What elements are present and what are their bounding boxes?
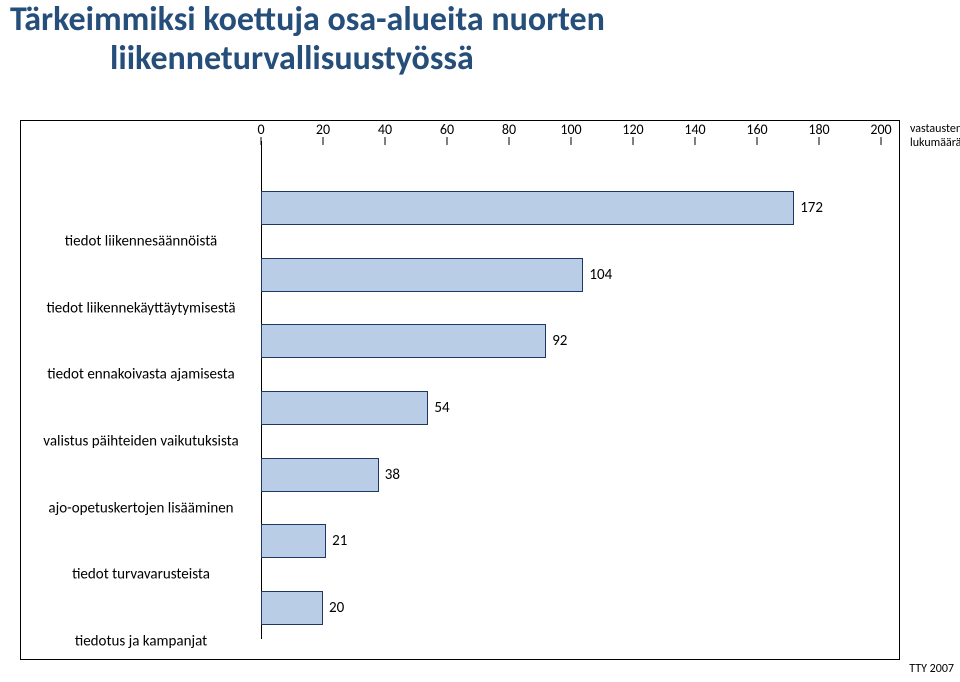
category-label: tiedot ennakoivasta ajamisesta bbox=[31, 367, 251, 384]
x-tick-mark bbox=[633, 137, 634, 145]
chart-frame: tiedot liikennesäännöistä tiedot liikenne… bbox=[20, 120, 900, 660]
x-tick-mark bbox=[447, 137, 448, 145]
bar-value-label: 20 bbox=[329, 599, 344, 617]
x-tick-mark bbox=[261, 137, 262, 145]
bar bbox=[261, 258, 583, 292]
x-tick-mark bbox=[695, 137, 696, 145]
category-label: valistus päihteiden vaikutuksista bbox=[31, 433, 251, 450]
x-tick-mark bbox=[509, 137, 510, 145]
x-tick-mark bbox=[385, 137, 386, 145]
legend-line-1: vastausten bbox=[910, 122, 960, 136]
bar-value-label: 172 bbox=[800, 199, 823, 217]
bar bbox=[261, 524, 326, 558]
x-tick-label: 200 bbox=[861, 121, 901, 138]
category-labels: tiedot liikennesäännöistä tiedot liikenne… bbox=[21, 175, 261, 639]
category-label: tiedot turvavarusteista bbox=[31, 567, 251, 584]
x-tick-label: 120 bbox=[613, 121, 653, 138]
x-tick-label: 80 bbox=[489, 121, 529, 138]
bar-value-label: 38 bbox=[385, 466, 400, 484]
bar-row: 172 bbox=[261, 191, 879, 225]
x-tick-mark bbox=[881, 137, 882, 145]
bar-value-label: 104 bbox=[589, 266, 612, 284]
x-tick-mark bbox=[819, 137, 820, 145]
x-tick-label: 180 bbox=[799, 121, 839, 138]
bar-row: 92 bbox=[261, 324, 879, 358]
bar bbox=[261, 191, 794, 225]
bar-row: 38 bbox=[261, 458, 879, 492]
category-label: tiedot liikennesäännöistä bbox=[31, 234, 251, 251]
bar-row: 21 bbox=[261, 524, 879, 558]
bar bbox=[261, 324, 546, 358]
bar-row: 104 bbox=[261, 258, 879, 292]
x-tick-label: 0 bbox=[241, 121, 281, 138]
x-tick-mark bbox=[323, 137, 324, 145]
x-tick-label: 160 bbox=[737, 121, 777, 138]
bar bbox=[261, 391, 428, 425]
chart-inner: tiedot liikennesäännöistä tiedot liikenne… bbox=[21, 141, 879, 639]
x-tick-label: 40 bbox=[365, 121, 405, 138]
footer-source: TTY 2007 bbox=[909, 662, 954, 676]
category-label: tiedot liikennekäyttäytymisestä bbox=[31, 300, 251, 317]
x-tick-mark bbox=[571, 137, 572, 145]
x-tick-mark bbox=[757, 137, 758, 145]
x-tick-label: 60 bbox=[427, 121, 467, 138]
bar-value-label: 92 bbox=[552, 332, 567, 350]
x-tick-label: 100 bbox=[551, 121, 591, 138]
bar-row: 20 bbox=[261, 591, 879, 625]
category-label: tiedotus ja kampanjat bbox=[31, 633, 251, 650]
page-title: Tärkeimmiksi koettuja osa-alueita nuorte… bbox=[10, 0, 605, 78]
bar-value-label: 21 bbox=[332, 532, 347, 550]
bar bbox=[261, 591, 323, 625]
bar-area: 0204060801001201401601802001721049254382… bbox=[261, 141, 879, 639]
title-line-1: Tärkeimmiksi koettuja osa-alueita nuorte… bbox=[10, 0, 605, 40]
legend-line-2: lukumäärä bbox=[910, 136, 960, 150]
bar-value-label: 54 bbox=[434, 399, 449, 417]
category-label: ajo-opetuskertojen lisääminen bbox=[31, 500, 251, 517]
bar-row: 54 bbox=[261, 391, 879, 425]
title-line-2: liikenneturvallisuustyössä bbox=[10, 39, 605, 78]
legend-label: vastausten lukumäärä bbox=[910, 122, 960, 151]
page: Tärkeimmiksi koettuja osa-alueita nuorte… bbox=[0, 0, 960, 682]
x-tick-label: 20 bbox=[303, 121, 343, 138]
bar bbox=[261, 458, 379, 492]
x-tick-label: 140 bbox=[675, 121, 715, 138]
